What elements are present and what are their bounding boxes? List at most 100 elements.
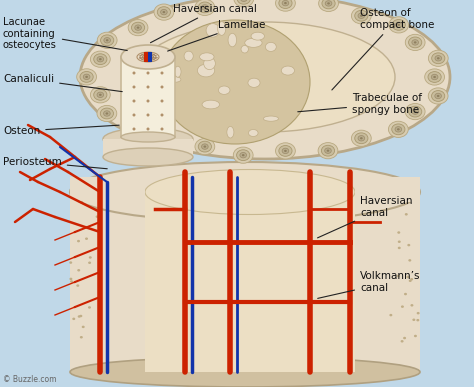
Ellipse shape (408, 259, 411, 262)
Ellipse shape (414, 110, 417, 113)
Ellipse shape (437, 57, 440, 59)
Ellipse shape (392, 124, 405, 135)
Ellipse shape (412, 40, 419, 45)
Ellipse shape (414, 41, 417, 43)
Ellipse shape (227, 127, 234, 138)
Ellipse shape (91, 51, 110, 67)
Ellipse shape (281, 66, 294, 75)
Ellipse shape (202, 100, 219, 109)
Ellipse shape (100, 108, 113, 119)
Text: Haversian
canal: Haversian canal (318, 196, 412, 238)
Ellipse shape (95, 207, 98, 210)
Ellipse shape (103, 148, 193, 166)
Ellipse shape (407, 244, 410, 247)
Text: Osteon of
compact bone: Osteon of compact bone (332, 8, 434, 90)
Ellipse shape (121, 132, 175, 142)
Bar (70, 192, 420, 372)
Ellipse shape (358, 135, 365, 141)
Ellipse shape (85, 76, 88, 78)
Ellipse shape (409, 106, 422, 117)
Ellipse shape (275, 143, 295, 159)
Ellipse shape (318, 142, 338, 159)
Ellipse shape (161, 99, 164, 103)
Ellipse shape (69, 261, 72, 264)
Ellipse shape (242, 154, 245, 156)
Ellipse shape (162, 140, 165, 143)
Ellipse shape (137, 125, 139, 127)
Ellipse shape (404, 293, 407, 295)
Ellipse shape (240, 0, 247, 2)
Ellipse shape (157, 136, 170, 147)
Text: Lacunae
containing
osteocytes: Lacunae containing osteocytes (3, 17, 127, 51)
Text: Osteon: Osteon (3, 125, 119, 136)
Text: Lamellae: Lamellae (168, 20, 266, 51)
Ellipse shape (355, 133, 368, 144)
Ellipse shape (219, 86, 230, 94)
Ellipse shape (160, 20, 310, 144)
Ellipse shape (135, 25, 141, 30)
Bar (145, 192, 355, 372)
Ellipse shape (409, 37, 422, 48)
Text: Periosteum: Periosteum (3, 157, 107, 169)
Ellipse shape (392, 19, 405, 30)
Ellipse shape (146, 86, 149, 89)
Ellipse shape (133, 86, 136, 89)
Ellipse shape (416, 319, 419, 322)
Ellipse shape (70, 162, 420, 222)
Ellipse shape (282, 148, 289, 154)
Ellipse shape (403, 337, 406, 339)
Ellipse shape (325, 1, 332, 6)
Ellipse shape (161, 72, 164, 75)
Ellipse shape (412, 109, 419, 114)
Ellipse shape (425, 69, 445, 85)
Ellipse shape (245, 38, 262, 47)
Ellipse shape (395, 22, 402, 27)
Bar (70, 177, 145, 202)
Ellipse shape (398, 247, 401, 249)
Ellipse shape (97, 92, 104, 98)
Ellipse shape (135, 124, 141, 129)
Ellipse shape (397, 275, 400, 277)
Ellipse shape (80, 0, 450, 159)
Ellipse shape (70, 280, 73, 283)
Ellipse shape (428, 88, 448, 104)
Ellipse shape (97, 32, 117, 48)
Ellipse shape (264, 116, 279, 121)
Ellipse shape (77, 69, 97, 85)
Ellipse shape (174, 66, 181, 77)
Ellipse shape (88, 306, 91, 309)
Ellipse shape (351, 130, 371, 146)
Ellipse shape (78, 315, 81, 318)
Text: Trabeculae of
spongy bone: Trabeculae of spongy bone (298, 93, 422, 115)
Ellipse shape (161, 127, 164, 130)
Ellipse shape (410, 278, 413, 281)
Text: Canaliculi: Canaliculi (3, 74, 122, 92)
Ellipse shape (103, 128, 193, 150)
Ellipse shape (410, 304, 413, 307)
Ellipse shape (218, 22, 226, 35)
Ellipse shape (201, 5, 208, 10)
Ellipse shape (85, 238, 88, 240)
Ellipse shape (405, 213, 408, 216)
Ellipse shape (397, 24, 400, 26)
Text: © Buzzle.com: © Buzzle.com (3, 375, 56, 384)
Ellipse shape (184, 51, 193, 61)
Ellipse shape (195, 0, 215, 15)
Ellipse shape (137, 27, 139, 29)
Ellipse shape (428, 50, 448, 67)
Ellipse shape (72, 318, 75, 320)
Ellipse shape (133, 113, 136, 116)
Ellipse shape (428, 72, 441, 82)
Text: Volkmann’s
canal: Volkmann’s canal (318, 271, 420, 298)
Ellipse shape (401, 340, 403, 342)
Ellipse shape (204, 57, 215, 70)
Ellipse shape (389, 17, 409, 33)
Ellipse shape (79, 315, 82, 317)
Ellipse shape (237, 0, 250, 4)
Ellipse shape (203, 6, 206, 9)
Ellipse shape (360, 15, 363, 17)
Ellipse shape (128, 118, 148, 134)
Ellipse shape (162, 75, 174, 84)
Ellipse shape (96, 216, 99, 218)
Ellipse shape (131, 121, 145, 132)
